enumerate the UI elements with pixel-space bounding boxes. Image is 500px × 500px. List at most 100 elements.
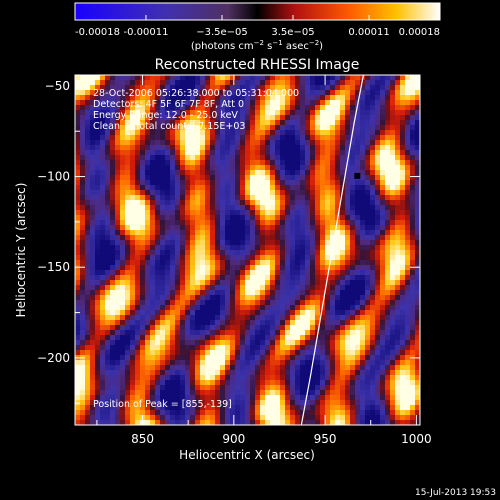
heatmap-cell	[115, 420, 120, 425]
heatmap-cell	[175, 300, 180, 305]
heatmap-cell	[385, 345, 390, 350]
heatmap-cell	[180, 280, 185, 285]
heatmap-cell	[385, 110, 390, 115]
heatmap-cell	[165, 165, 170, 170]
heatmap-cell	[100, 290, 105, 295]
heatmap-cell	[310, 275, 315, 280]
heatmap-cell	[210, 315, 215, 320]
heatmap-cell	[370, 170, 375, 175]
heatmap-cell	[225, 395, 230, 400]
heatmap-cell	[180, 100, 185, 105]
heatmap-cell	[395, 375, 400, 380]
heatmap-cell	[365, 330, 370, 335]
heatmap-cell	[160, 280, 165, 285]
heatmap-cell	[410, 300, 415, 305]
heatmap-cell	[345, 325, 350, 330]
heatmap-cell	[410, 140, 415, 145]
heatmap-cell	[215, 175, 220, 180]
heatmap-cell	[295, 85, 300, 90]
heatmap-cell	[295, 115, 300, 120]
heatmap-cell	[350, 125, 355, 130]
heatmap-cell	[395, 265, 400, 270]
heatmap-cell	[330, 205, 335, 210]
heatmap-cell	[330, 120, 335, 125]
heatmap-cell	[220, 375, 225, 380]
heatmap-cell	[180, 325, 185, 330]
heatmap-cell	[230, 335, 235, 340]
heatmap-cell	[100, 280, 105, 285]
heatmap-cell	[270, 410, 275, 415]
heatmap-cell	[380, 290, 385, 295]
heatmap-cell	[325, 80, 330, 85]
heatmap-cell	[400, 255, 405, 260]
heatmap-cell	[195, 355, 200, 360]
heatmap-cell	[405, 230, 410, 235]
heatmap-cell	[250, 385, 255, 390]
heatmap-cell	[100, 400, 105, 405]
heatmap-cell	[220, 275, 225, 280]
heatmap-cell	[180, 380, 185, 385]
heatmap-cell	[250, 135, 255, 140]
heatmap-cell	[180, 190, 185, 195]
heatmap-cell	[290, 75, 295, 80]
heatmap-cell	[80, 120, 85, 125]
heatmap-cell	[180, 255, 185, 260]
heatmap-cell	[400, 215, 405, 220]
heatmap-cell	[285, 110, 290, 115]
heatmap-cell	[330, 395, 335, 400]
heatmap-cell	[80, 315, 85, 320]
heatmap-cell	[385, 165, 390, 170]
heatmap-cell	[400, 385, 405, 390]
heatmap-cell	[305, 110, 310, 115]
heatmap-cell	[375, 85, 380, 90]
heatmap-cell	[265, 110, 270, 115]
heatmap-cell	[385, 360, 390, 365]
heatmap-cell	[355, 95, 360, 100]
heatmap-cell	[230, 105, 235, 110]
heatmap-cell	[265, 125, 270, 130]
heatmap-cell	[280, 75, 285, 80]
heatmap-cell	[110, 95, 115, 100]
heatmap-cell	[205, 310, 210, 315]
heatmap-cell	[350, 145, 355, 150]
heatmap-cell	[365, 255, 370, 260]
heatmap-cell	[305, 290, 310, 295]
heatmap-cell	[360, 115, 365, 120]
heatmap-cell	[400, 145, 405, 150]
heatmap-cell	[80, 225, 85, 230]
heatmap-cell	[225, 345, 230, 350]
heatmap-cell	[390, 400, 395, 405]
heatmap-cell	[395, 110, 400, 115]
heatmap-cell	[355, 400, 360, 405]
heatmap-cell	[210, 95, 215, 100]
heatmap-cell	[240, 285, 245, 290]
heatmap-cell	[295, 175, 300, 180]
heatmap-cell	[80, 320, 85, 325]
heatmap-cell	[270, 90, 275, 95]
heatmap-cell	[150, 195, 155, 200]
heatmap-cell	[195, 385, 200, 390]
heatmap-cell	[105, 190, 110, 195]
heatmap-cell	[230, 420, 235, 425]
heatmap-cell	[250, 165, 255, 170]
heatmap-cell	[255, 185, 260, 190]
heatmap-cell	[275, 220, 280, 225]
heatmap-cell	[135, 150, 140, 155]
heatmap-cell	[90, 185, 95, 190]
heatmap-cell	[255, 255, 260, 260]
heatmap-cell	[165, 330, 170, 335]
heatmap-cell	[375, 180, 380, 185]
heatmap-cell	[230, 350, 235, 355]
heatmap-cell	[200, 200, 205, 205]
heatmap-cell	[390, 270, 395, 275]
heatmap-cell	[80, 270, 85, 275]
heatmap-cell	[190, 395, 195, 400]
heatmap-cell	[355, 315, 360, 320]
heatmap-cell	[175, 405, 180, 410]
heatmap-cell	[160, 200, 165, 205]
heatmap-cell	[285, 385, 290, 390]
heatmap-cell	[290, 360, 295, 365]
heatmap-cell	[350, 115, 355, 120]
heatmap-cell	[415, 280, 420, 285]
heatmap-cell	[195, 90, 200, 95]
